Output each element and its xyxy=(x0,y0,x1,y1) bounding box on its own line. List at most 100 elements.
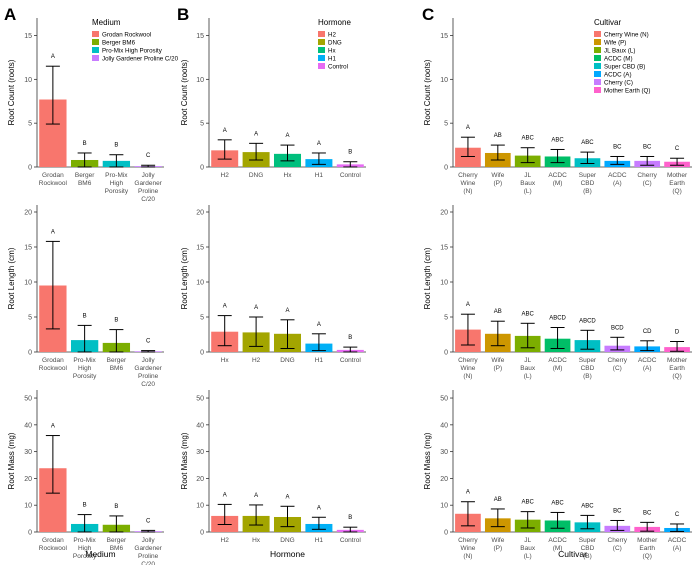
significance-letter-c2-2: ABC xyxy=(522,500,535,506)
y-axis-label-c1: Root Length (cm) xyxy=(423,247,432,309)
x-tick-label-line: Jolly xyxy=(142,537,156,544)
legend-swatch-b-0 xyxy=(318,31,325,37)
x-tick-label-line: (Q) xyxy=(642,553,651,560)
x-tick-label-line: Cherry xyxy=(608,537,628,544)
x-tick-label-b1-0: Hx xyxy=(221,357,230,364)
x-tick-label-c1-5: Cherry (C) xyxy=(608,357,628,372)
x-tick-label-line: High xyxy=(110,180,124,187)
x-tick-label-line: Gardener xyxy=(134,365,162,372)
x-tick-label-b1-4: Control xyxy=(340,357,362,364)
significance-letter-a2-0: A xyxy=(51,424,55,430)
x-tick-label-line: Proline xyxy=(138,188,159,195)
legend-title-c: Cultivar xyxy=(594,18,621,27)
y-tick-label-a1: 20 xyxy=(24,210,32,217)
x-tick-label-line: H2 xyxy=(221,172,230,179)
x-tick-label-c2-1: Wife (P) xyxy=(491,537,504,552)
significance-letter-c0-5: BC xyxy=(613,144,622,150)
x-tick-label-line: JL xyxy=(524,357,531,364)
x-tick-label-b0-1: DNG xyxy=(249,172,263,179)
y-tick-label-a2: 30 xyxy=(24,449,32,456)
significance-letter-c2-6: BC xyxy=(643,510,652,516)
y-tick-label-a0: 10 xyxy=(24,77,32,84)
x-axis-label-a: Medium xyxy=(85,549,115,559)
x-tick-label-line: H2 xyxy=(252,357,261,364)
y-axis-label-c2: Root Mass (mg) xyxy=(423,432,432,489)
x-tick-label-c1-6: ACDC (A) xyxy=(638,357,657,372)
x-tick-label-line: (M) xyxy=(553,365,563,372)
x-tick-label-line: (N) xyxy=(463,553,472,560)
x-tick-label-a0-1: Berger BM6 xyxy=(75,172,95,187)
bar-c0-0 xyxy=(455,147,481,167)
x-tick-label-c1-4: Super CBD (B) xyxy=(579,357,597,380)
legend-swatch-c-3 xyxy=(594,55,601,61)
legend-label-a-1: Berger BM6 xyxy=(102,40,136,47)
x-tick-label-line: H1 xyxy=(315,537,324,544)
significance-letter-b2-1: A xyxy=(254,493,258,499)
x-tick-label-line: Rockwool xyxy=(39,365,68,372)
y-tick-label-b2: 0 xyxy=(200,530,204,537)
significance-letter-c0-6: BC xyxy=(643,144,652,150)
significance-letter-b2-4: B xyxy=(348,515,352,521)
x-tick-label-line: C/20 xyxy=(141,381,155,388)
x-tick-label-line: Grodan xyxy=(42,357,64,364)
x-tick-label-line: (A) xyxy=(673,545,682,552)
significance-letter-c1-3: ABCD xyxy=(549,316,566,322)
y-tick-label-a1: 5 xyxy=(28,315,32,322)
x-tick-label-line: (B) xyxy=(583,553,592,560)
significance-letter-b1-2: A xyxy=(285,308,289,314)
y-tick-label-c1: 0 xyxy=(444,350,448,357)
x-tick-label-line: (P) xyxy=(493,365,502,372)
significance-letter-c1-7: D xyxy=(675,330,680,336)
y-tick-label-a1: 10 xyxy=(24,280,32,287)
x-tick-label-c2-5: Cherry (C) xyxy=(608,537,628,552)
x-tick-label-c0-4: Super CBD (B) xyxy=(579,172,597,195)
x-tick-label-line: (Q) xyxy=(672,373,681,380)
x-tick-label-line: CBD xyxy=(581,365,595,372)
legend-label-b-1: DNG xyxy=(328,40,342,47)
significance-letter-a2-3: C xyxy=(146,518,151,524)
x-tick-label-line: Wife xyxy=(491,172,504,179)
x-tick-label-line: H2 xyxy=(221,537,230,544)
significance-letter-b2-0: A xyxy=(223,492,227,498)
significance-letter-c2-1: AB xyxy=(494,497,502,503)
significance-letter-c1-2: ABC xyxy=(522,311,535,317)
x-tick-label-line: Cherry xyxy=(458,357,478,364)
x-tick-label-b0-3: H1 xyxy=(315,172,324,179)
legend-label-a-3: Jolly Gardener Proline C/20 xyxy=(102,56,179,63)
x-tick-label-line: ACDC xyxy=(548,537,567,544)
y-tick-label-b1: 0 xyxy=(200,350,204,357)
x-tick-label-c2-7: ACDC (A) xyxy=(668,537,687,552)
legend-swatch-c-2 xyxy=(594,47,601,53)
y-tick-label-b1: 15 xyxy=(196,245,204,252)
panel-label-b: B xyxy=(177,5,189,24)
x-tick-label-line: Super xyxy=(579,357,597,364)
x-tick-label-a0-3: Jolly Gardener Proline C/20 xyxy=(134,172,162,203)
x-tick-label-line: Pro-Mix xyxy=(73,357,96,364)
x-tick-label-line: Pro-Mix xyxy=(105,172,128,179)
x-tick-label-line: Gardener xyxy=(134,545,162,552)
x-tick-label-line: Berger xyxy=(107,357,127,364)
x-tick-label-line: Porosity xyxy=(73,553,97,560)
significance-letter-b1-4: B xyxy=(348,335,352,341)
y-tick-label-c2: 10 xyxy=(440,503,448,510)
legend-label-c-7: Mother Earth (Q) xyxy=(604,88,650,95)
x-tick-label-c0-2: JL Baux (L) xyxy=(520,172,536,195)
y-tick-label-c2: 40 xyxy=(440,422,448,429)
x-tick-label-line: ACDC xyxy=(608,172,627,179)
x-tick-label-line: (A) xyxy=(613,180,622,187)
x-tick-label-line: BM6 xyxy=(78,180,92,187)
x-tick-label-line: Control xyxy=(340,357,362,364)
x-tick-label-c2-0: Cherry Wine (N) xyxy=(458,537,478,560)
y-tick-label-b0: 0 xyxy=(200,165,204,172)
legend-swatch-b-4 xyxy=(318,63,325,69)
x-tick-label-c0-7: Mother Earth (Q) xyxy=(667,172,688,195)
significance-letter-c1-5: BCD xyxy=(611,325,624,331)
x-tick-label-line: C/20 xyxy=(141,196,155,203)
x-tick-label-line: High xyxy=(78,365,92,372)
y-tick-label-c1: 5 xyxy=(444,315,448,322)
x-tick-label-c0-3: ACDC (M) xyxy=(548,172,567,187)
x-tick-label-line: Baux xyxy=(520,545,536,552)
y-axis-label-b0: Root Count (roots) xyxy=(180,59,189,125)
x-tick-label-line: Cherry xyxy=(637,172,657,179)
x-tick-label-line: Mother xyxy=(667,357,688,364)
